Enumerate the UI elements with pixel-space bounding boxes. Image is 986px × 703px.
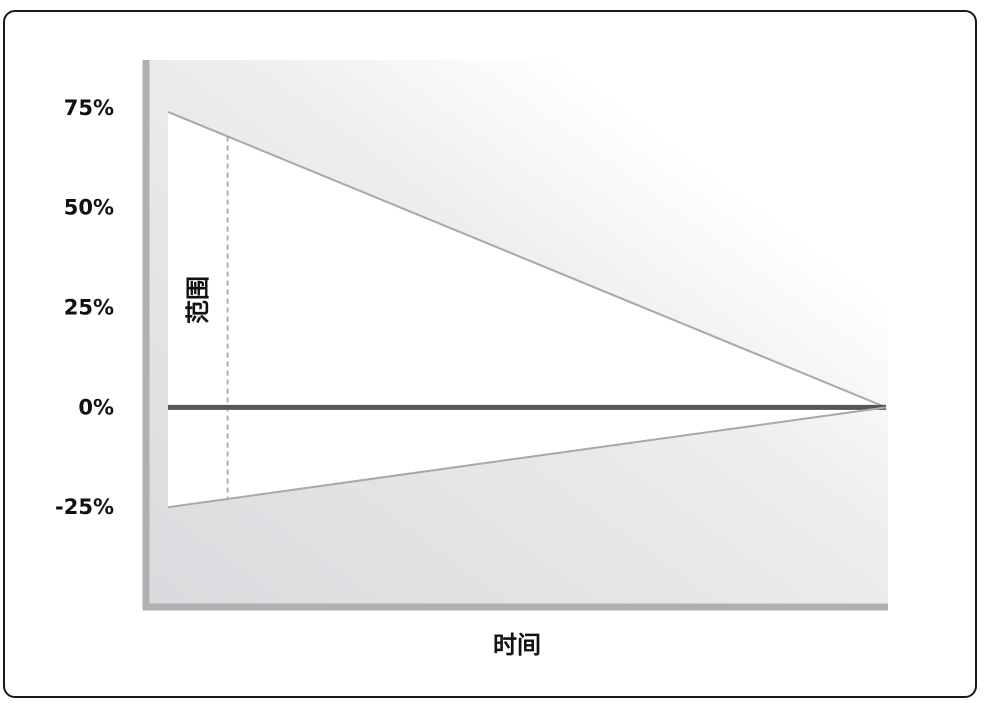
series-lines [167,110,887,509]
lower-bound-line [167,406,887,509]
y-tick-labels: 75% 50% 25% 0% -25% [55,96,114,519]
range-annotation-label: 范围 [184,276,212,324]
y-tick-label: 25% [64,296,114,320]
y-tick-label: -25% [55,495,114,519]
y-tick-label: 0% [78,395,114,419]
x-axis-title: 时间 [493,631,541,659]
y-tick-label: 50% [64,196,114,220]
y-tick-label: 75% [64,96,114,120]
upper-bound-line [167,110,887,409]
